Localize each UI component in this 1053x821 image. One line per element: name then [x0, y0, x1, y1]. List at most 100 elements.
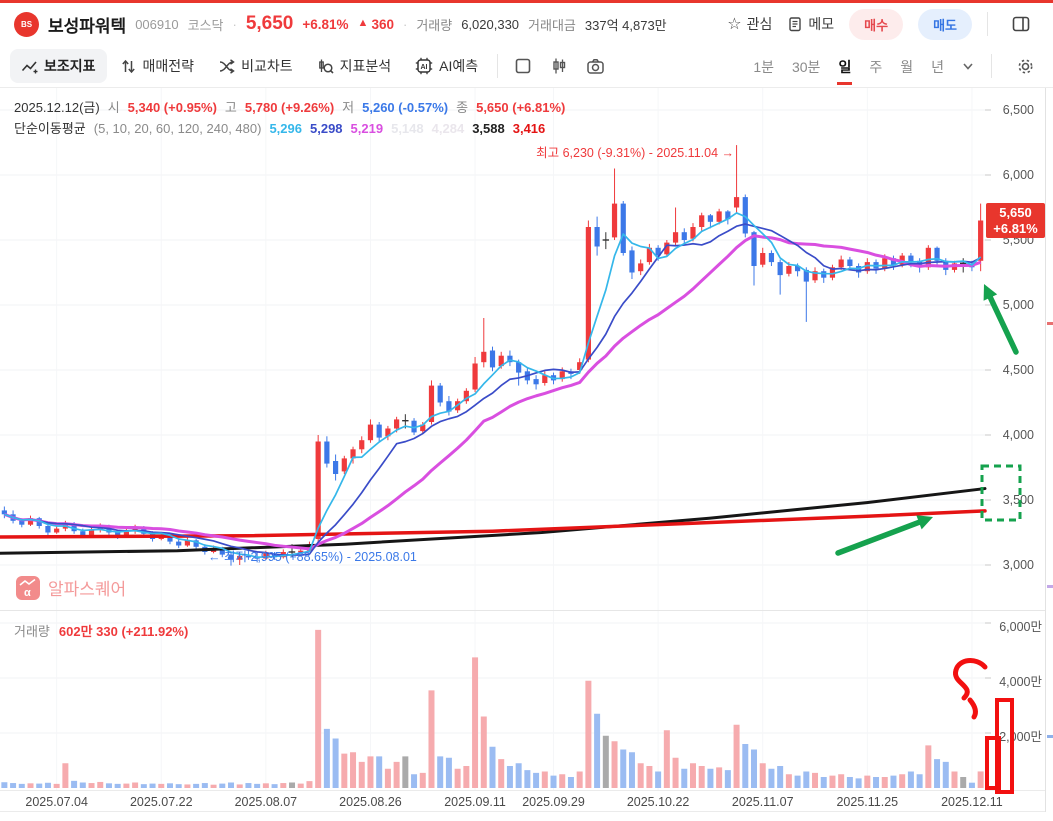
volume-pane-label: 거래량	[14, 624, 50, 639]
y-axis-label: 6,500	[1002, 103, 1034, 117]
sell-button[interactable]: 매도	[918, 8, 972, 40]
timeframe-day[interactable]: 일	[837, 47, 853, 85]
volume-value: 6,020,330	[461, 16, 520, 32]
clipped-panel-mark	[1047, 585, 1053, 588]
watermark-text: 알파스퀘어	[48, 580, 127, 599]
ma-legend-value: 5,219	[350, 121, 384, 136]
indicator-button[interactable]: 보조지표	[10, 49, 107, 83]
ma-legend-value: 5,148	[391, 121, 424, 136]
ma-legend-value: 3,588	[472, 121, 505, 136]
volume-pane: 거래량 602만 330 (+211.92%) 6,000만 4,000만 2,00…	[0, 611, 1045, 790]
ma-legend-value: 5,298	[310, 121, 343, 136]
timeframe-week[interactable]: 주	[869, 59, 883, 75]
info-close: 5,650 (+6.81%)	[476, 100, 566, 115]
volume-label: 거래량	[416, 17, 453, 33]
info-open: 5,340 (+0.95%)	[127, 100, 217, 115]
current-price: 5,650	[245, 13, 294, 34]
sort-arrows-icon	[120, 58, 137, 75]
alphasquare-logo-icon: α	[16, 575, 40, 600]
ai-chip-icon: AI	[415, 57, 433, 75]
low-annotation: ← 최저 2,995 (+88.65%) - 2025.08.01	[208, 550, 417, 564]
market-label: 코스닥	[187, 17, 224, 33]
gear-icon[interactable]	[1008, 50, 1043, 83]
chart-style-icon[interactable]	[542, 50, 576, 82]
svg-text:AI: AI	[421, 64, 428, 71]
indicator-icon	[21, 58, 38, 75]
stock-logo: BS	[14, 11, 39, 37]
memo-button[interactable]: 메모	[787, 14, 834, 34]
date-axis-label: 2025.08.07	[234, 795, 298, 809]
top-accent-bar	[0, 0, 1053, 3]
ohlc-info-line: 2025.12.12(금) 시 5,340 (+0.95%) 고 5,780 (…	[14, 97, 565, 116]
date-axis-label: 2025.07.22	[129, 795, 193, 809]
info-high: 5,780 (+9.26%)	[244, 100, 335, 115]
chart-toolbar: 보조지표 매매전략 비교차트 지표분석 AI AI예측	[0, 45, 1053, 88]
info-low: 5,260 (-0.57%)	[362, 100, 449, 115]
info-date: 2025.12.12(금)	[14, 100, 100, 115]
volume-chart[interactable]	[0, 611, 1045, 790]
buy-button[interactable]: 매수	[849, 8, 904, 40]
clipped-panel-mark	[1047, 322, 1053, 325]
date-axis-label: 2025.12.11	[941, 795, 1003, 809]
layout-icon[interactable]	[506, 50, 540, 82]
date-axis-label: 2025.10.22	[626, 795, 690, 809]
candle-magnifier-icon	[317, 58, 334, 75]
ma-legend-value: 3,416	[512, 121, 546, 136]
timeframe-1min[interactable]: 1분	[753, 59, 774, 75]
pane-divider	[0, 610, 1045, 611]
ai-predict-button[interactable]: AI AI예측	[404, 49, 489, 83]
camera-icon[interactable]	[578, 50, 613, 83]
analyze-button[interactable]: 지표분석	[306, 49, 403, 83]
volume-axis-label: 4,000만	[999, 675, 1042, 689]
amount-label: 거래대금	[528, 17, 576, 33]
date-axis-label: 2025.11.25	[836, 795, 899, 809]
compare-button[interactable]: 비교차트	[207, 49, 304, 83]
star-icon: ☆	[727, 16, 742, 33]
ma-legend-periods: (5, 10, 20, 60, 120, 240, 480)	[93, 121, 262, 136]
ma-legend-title: 단순이동평균	[14, 121, 86, 136]
volume-pane-value: 602만 330 (+211.92%)	[58, 624, 189, 639]
y-axis-label: 3,000	[1002, 558, 1034, 572]
favorite-button[interactable]: ☆ 관심	[727, 16, 773, 33]
price-chart[interactable]	[0, 88, 1045, 610]
date-axis-label: 2025.07.04	[25, 795, 88, 809]
timeframe-month[interactable]: 월	[900, 59, 914, 75]
volume-info-line: 거래량 602만 330 (+211.92%)	[14, 621, 188, 640]
current-price-tag: 5,650 +6.81%	[986, 203, 1045, 238]
right-panel-divider	[1045, 88, 1046, 812]
separator-dot: ·	[232, 16, 237, 32]
change-amount: ▲ 360	[357, 16, 394, 32]
watermark: α 알파스퀘어	[16, 575, 126, 600]
stock-name: 보성파워텍	[48, 16, 127, 36]
y-axis-label: 4,500	[1002, 363, 1034, 377]
amount-value: 337억 4,873만	[584, 17, 667, 33]
strategy-button[interactable]: 매매전략	[109, 49, 206, 83]
change-percent: +6.81%	[302, 16, 349, 32]
ma-legend-value: 4,284	[431, 121, 465, 136]
shuffle-icon	[218, 58, 235, 75]
panel-toggle-icon[interactable]	[1003, 7, 1039, 41]
up-triangle-icon: ▲	[357, 16, 369, 29]
y-axis-label: 4,000	[1002, 428, 1034, 442]
date-axis: 2025.07.04 2025.07.22 2025.08.07 2025.08.26…	[0, 790, 1045, 812]
toolbar-divider	[497, 54, 499, 78]
separator-dot: ·	[402, 16, 408, 32]
date-axis-label: 2025.08.26	[339, 795, 402, 809]
toolbar-divider	[991, 54, 992, 78]
clipped-panel-mark	[1047, 735, 1053, 738]
volume-axis-label: 2,000만	[999, 730, 1042, 744]
stock-code: 006910	[135, 16, 179, 32]
y-axis-label: 5,000	[1002, 298, 1034, 312]
y-axis-label: 6,000	[1002, 168, 1034, 182]
ma-legend-value: 5,296	[269, 121, 302, 136]
date-axis-label: 2025.11.07	[731, 795, 794, 809]
ma-legend-values: 5,296 5,298 5,219 5,148 4,284 3,588 3,416	[269, 121, 545, 136]
memo-icon	[787, 16, 803, 32]
chevron-down-icon[interactable]	[961, 59, 975, 73]
timeframe-30min[interactable]: 30분	[791, 59, 821, 75]
timeframe-year[interactable]: 년	[931, 59, 944, 75]
y-axis-label: 3,500	[1002, 493, 1034, 507]
stock-header: BS 보성파워텍 006910 코스닥 · 5,650 +6.81% ▲ 360…	[0, 3, 1053, 45]
date-axis-label: 2025.09.11	[444, 795, 506, 809]
